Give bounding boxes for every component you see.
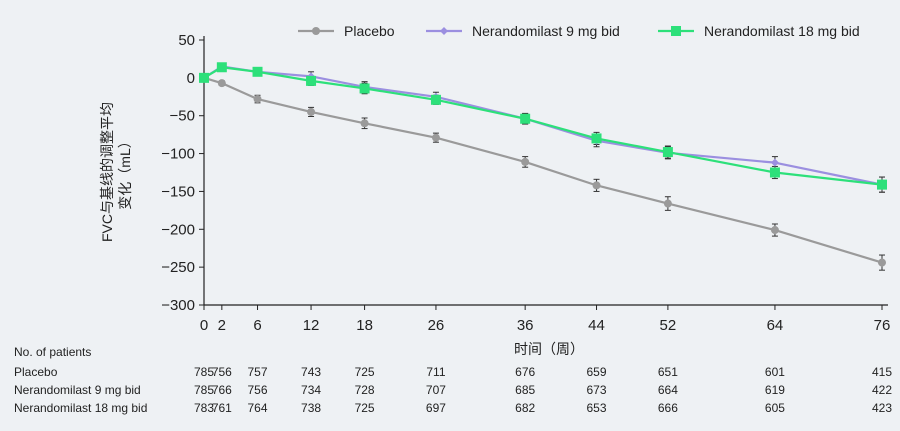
table-cell: 423 — [872, 401, 892, 415]
series-0-point — [307, 107, 316, 116]
table-cell: 685 — [515, 383, 535, 397]
table-row-label: Nerandomilast 9 mg bid — [14, 383, 141, 397]
x-tick-label: 52 — [660, 317, 677, 334]
series-0-point — [521, 157, 530, 166]
table-cell: 734 — [301, 383, 321, 397]
table-cell: 766 — [212, 383, 232, 397]
table-cell: 785 — [194, 383, 214, 397]
table-row-label: Placebo — [14, 365, 58, 379]
x-tick-label: 6 — [253, 317, 261, 334]
series-line-0 — [203, 76, 883, 264]
table-cell: 756 — [212, 365, 232, 379]
table-cell: 682 — [515, 401, 535, 415]
table-cell: 761 — [212, 401, 232, 415]
y-tick-label: −200 — [161, 221, 195, 238]
table-cell: 738 — [301, 401, 321, 415]
table-cell: 659 — [587, 365, 607, 379]
series-2-point — [359, 83, 370, 94]
series-2-point — [591, 133, 602, 144]
x-tick-label: 0 — [200, 317, 208, 334]
table-header: No. of patients — [14, 345, 91, 359]
series-0-point — [770, 226, 779, 235]
table-cell: 728 — [355, 383, 375, 397]
table-cell: 666 — [658, 401, 678, 415]
table-cell: 725 — [355, 401, 375, 415]
y-tick-label: −100 — [161, 146, 195, 163]
legend-marker-2 — [671, 26, 681, 36]
series-0-point — [663, 199, 672, 208]
table-cell: 783 — [194, 401, 214, 415]
y-axis-title-line1: FVC与基线的调整平均 — [99, 102, 115, 242]
x-tick-label: 12 — [303, 317, 320, 334]
series-0-point — [217, 79, 226, 88]
y-tick-label: −50 — [170, 108, 195, 125]
table-cell: 764 — [248, 401, 268, 415]
table-cell: 756 — [248, 383, 268, 397]
x-tick-label: 64 — [767, 317, 784, 334]
y-tick-label: 50 — [178, 32, 195, 49]
series-0-point — [592, 181, 601, 190]
series-2-point — [199, 72, 209, 83]
series-0-point — [360, 119, 369, 128]
table-cell: 743 — [301, 365, 321, 379]
x-tick-label: 44 — [588, 317, 605, 334]
table-cell: 697 — [426, 401, 446, 415]
series-2-point — [877, 179, 887, 190]
x-tick-label: 18 — [356, 317, 373, 334]
y-tick-label: −150 — [161, 183, 195, 200]
legend-label-1: Nerandomilast 9 mg bid — [472, 23, 620, 39]
table-cell: 605 — [765, 401, 785, 415]
series-2-point — [662, 147, 673, 158]
series-2-point — [306, 75, 317, 86]
series-2-point — [430, 94, 441, 105]
x-tick-label: 2 — [218, 317, 226, 334]
table-cell: 785 — [194, 365, 214, 379]
x-tick-label: 76 — [874, 317, 891, 334]
series-1-point — [770, 158, 779, 167]
table-cell: 601 — [765, 365, 785, 379]
legend-label-2: Nerandomilast 18 mg bid — [704, 23, 860, 39]
table-row-label: Nerandomilast 18 mg bid — [14, 401, 147, 415]
legend-label-0: Placebo — [344, 23, 395, 39]
table-cell: 653 — [587, 401, 607, 415]
table-cell: 619 — [765, 383, 785, 397]
table-cell: 725 — [355, 365, 375, 379]
table-cell: 422 — [872, 383, 892, 397]
series-0-point — [431, 133, 440, 142]
y-tick-label: 0 — [187, 70, 195, 87]
x-axis-title: 时间（周） — [514, 341, 584, 357]
x-tick-label: 26 — [428, 317, 445, 334]
legend-marker-0 — [312, 27, 320, 35]
x-tick-label: 36 — [517, 317, 534, 334]
series-2-point — [520, 113, 531, 124]
series-2-point — [252, 66, 263, 77]
table-cell: 651 — [658, 365, 678, 379]
series-0-point — [878, 258, 886, 267]
table-cell: 711 — [426, 365, 445, 379]
y-tick-label: −300 — [161, 297, 195, 314]
y-axis-title-line2: 变化（mL） — [117, 134, 133, 209]
series-2-point — [216, 62, 227, 73]
table-cell: 676 — [515, 365, 535, 379]
legend-marker-1 — [440, 27, 448, 35]
table-cell: 757 — [248, 365, 268, 379]
table-cell: 415 — [872, 365, 892, 379]
series-0-point — [253, 95, 262, 104]
table-cell: 673 — [587, 383, 607, 397]
series-2-point — [769, 167, 780, 178]
y-tick-label: −250 — [161, 259, 195, 276]
table-cell: 664 — [658, 383, 678, 397]
table-cell: 707 — [426, 383, 446, 397]
